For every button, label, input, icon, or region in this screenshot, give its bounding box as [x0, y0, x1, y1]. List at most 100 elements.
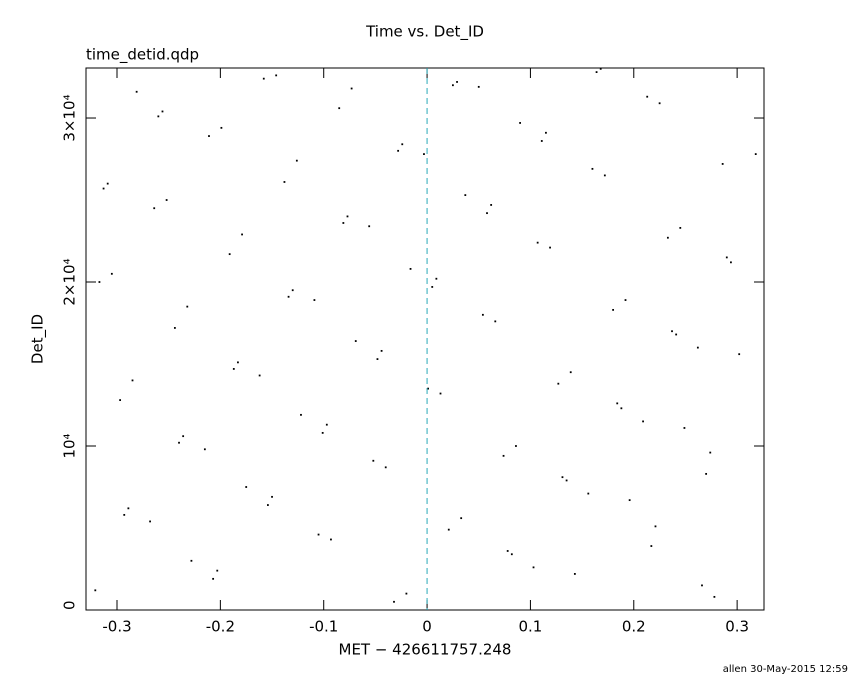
point [338, 107, 341, 110]
point [494, 320, 497, 323]
point [102, 187, 105, 190]
x-tick-label: 0.1 [518, 618, 542, 636]
point [532, 566, 535, 569]
point [405, 592, 408, 595]
point [620, 407, 623, 410]
point [675, 333, 678, 336]
x-tick-label: -0.2 [206, 618, 235, 636]
point [258, 374, 261, 377]
point [603, 174, 606, 177]
point [490, 204, 493, 206]
point [123, 513, 126, 516]
point [519, 122, 521, 124]
y-tick-label: 0 [61, 600, 79, 610]
point [380, 349, 383, 352]
point [486, 212, 488, 215]
point [654, 525, 657, 528]
point [549, 246, 551, 249]
point [713, 595, 716, 598]
point [679, 226, 682, 229]
point [557, 382, 560, 385]
point [435, 277, 438, 280]
point [157, 115, 160, 118]
point [354, 340, 357, 342]
point [384, 466, 387, 469]
point [401, 143, 404, 146]
point [262, 77, 265, 80]
point [283, 181, 286, 183]
point [393, 600, 395, 603]
point [587, 492, 590, 495]
point [110, 272, 113, 275]
point [119, 399, 122, 401]
y-tick-label: 10⁴ [61, 433, 79, 458]
point [683, 427, 686, 429]
point [267, 504, 269, 506]
point [275, 74, 278, 77]
point [599, 67, 602, 70]
point [709, 451, 712, 454]
point [376, 358, 379, 360]
point [287, 295, 290, 298]
point [300, 413, 302, 416]
x-tick-label: -0.3 [102, 618, 131, 636]
point [317, 533, 320, 536]
point [208, 135, 210, 137]
chart-title: Time vs. Det_ID [365, 23, 484, 42]
point [658, 102, 661, 105]
point [131, 379, 134, 382]
point [754, 153, 757, 155]
point [646, 95, 649, 98]
point [628, 499, 631, 502]
point [203, 448, 206, 451]
point [325, 423, 328, 426]
point [190, 559, 193, 562]
point [291, 289, 294, 292]
point [232, 368, 235, 370]
point [237, 361, 239, 364]
point [342, 222, 345, 224]
point [173, 327, 176, 329]
point [368, 225, 371, 228]
point [330, 538, 332, 541]
point [165, 199, 168, 201]
point [178, 441, 180, 444]
point [666, 236, 669, 239]
point [464, 194, 467, 196]
point [350, 87, 353, 90]
point [161, 110, 164, 113]
point [135, 90, 138, 93]
point [612, 308, 615, 311]
point [456, 81, 458, 83]
point [423, 153, 425, 155]
footer: allen 30-May-2015 12:59 [723, 664, 848, 675]
point [595, 71, 598, 73]
point [212, 577, 215, 580]
point [346, 215, 349, 218]
point [705, 472, 708, 475]
point [186, 305, 189, 308]
point [730, 261, 732, 264]
x-tick-label: 0.2 [622, 618, 646, 636]
point [616, 402, 619, 405]
point [696, 346, 699, 349]
point [245, 486, 248, 488]
point [372, 459, 375, 462]
point [477, 85, 480, 88]
point [510, 553, 513, 556]
point [460, 517, 463, 520]
point [515, 445, 517, 447]
point [481, 313, 484, 316]
point [573, 573, 576, 575]
x-tick-label: 0.3 [725, 618, 749, 636]
y-axis-label: Det_ID [29, 314, 48, 364]
point [725, 256, 728, 259]
point [313, 299, 316, 301]
point [569, 371, 572, 374]
point [506, 550, 509, 552]
chart-subtitle: time_detid.qdp [86, 46, 199, 65]
point [738, 353, 741, 356]
point [106, 182, 109, 185]
point [591, 167, 594, 170]
